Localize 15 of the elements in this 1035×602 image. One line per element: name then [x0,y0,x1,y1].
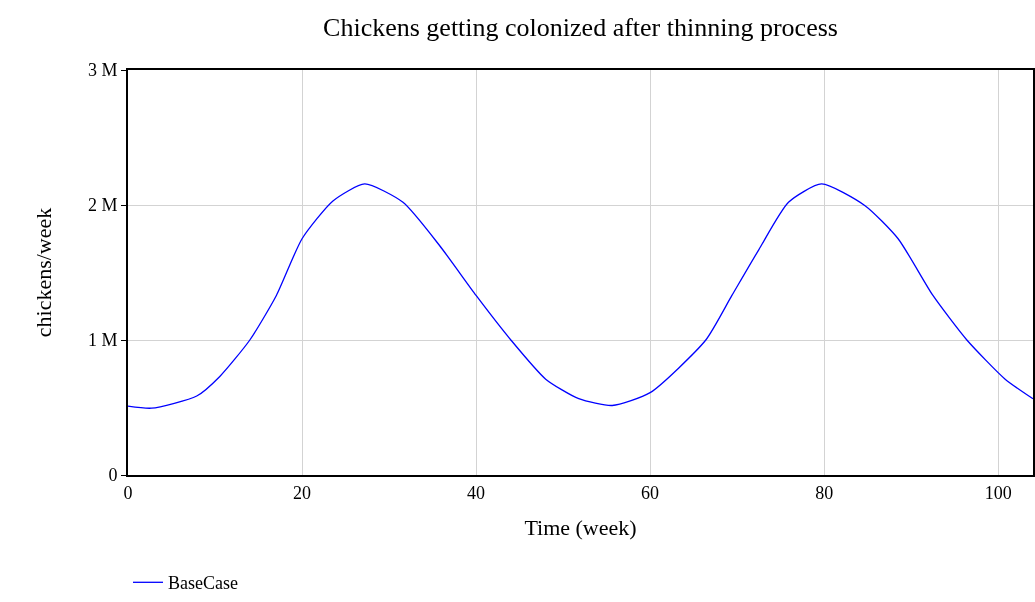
y-tick-label: 3 M [87,60,118,81]
x-tick-label: 60 [641,482,660,503]
y-tick-label: 0 [108,465,118,486]
y-tick-label: 1 M [87,330,118,351]
x-tick-label: 100 [984,482,1012,503]
y-tick-label: 2 M [87,195,118,216]
x-tick-label: 40 [467,482,486,503]
x-tick-label: 0 [123,482,133,503]
y-axis-title: chickens/week [31,207,57,338]
x-tick-label: 80 [815,482,834,503]
legend-label: BaseCase [168,573,238,594]
x-tick-label: 20 [293,482,312,503]
x-axis-title: Time (week) [524,515,637,540]
chart-title: Chickens getting colonized after thinning process [323,13,838,43]
line-series [128,183,1033,409]
